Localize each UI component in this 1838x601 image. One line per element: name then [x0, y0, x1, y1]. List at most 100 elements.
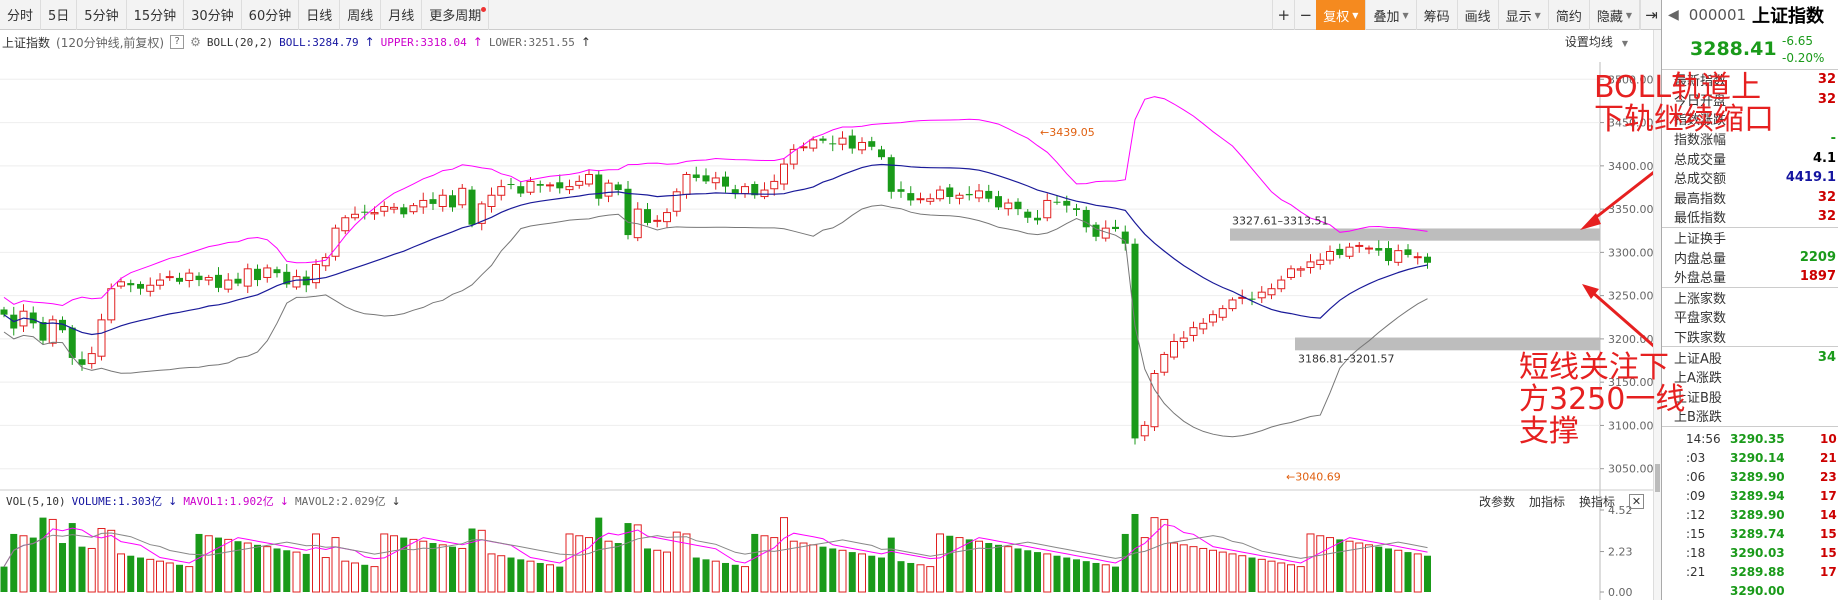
- chart-scrollbar[interactable]: [1653, 30, 1661, 600]
- toolbar-button-1[interactable]: 叠加 ▼: [1366, 0, 1417, 30]
- candle-body-up: [1218, 308, 1227, 318]
- annotation-top-line2: 下轨继续缩口: [1594, 102, 1774, 137]
- volume-bar-down: [1034, 552, 1041, 592]
- volume-bar-up: [341, 560, 350, 593]
- chevron-down-icon: ▼: [1621, 39, 1628, 48]
- kline-chart[interactable]: 3500.00 3450.00 3400.00 3350.00 3300.00 3250.…: [0, 0, 1662, 600]
- period-tab-6[interactable]: 日线: [299, 0, 341, 30]
- candle-body-down: [995, 196, 1002, 208]
- toolbar-button-5[interactable]: 简约: [1549, 0, 1590, 30]
- toolbar-button-4[interactable]: 显示 ▼: [1499, 0, 1549, 30]
- quote-value: 34: [1817, 349, 1836, 365]
- chevron-left-icon[interactable]: ◀: [1668, 7, 1679, 23]
- candle-body-up: [331, 227, 340, 257]
- candle-body-down: [468, 189, 476, 225]
- gear-icon[interactable]: ⚙: [190, 35, 201, 49]
- candle-body-up: [321, 257, 330, 267]
- period-tab-4[interactable]: 30分钟: [184, 0, 242, 30]
- period-tab-7[interactable]: 周线: [340, 0, 382, 30]
- expand-icon[interactable]: ⇥: [1640, 0, 1662, 30]
- volume-bar-up: [760, 535, 769, 593]
- tick-row: :15 3289.74 15: [1662, 525, 1838, 544]
- toolbar-button-label: 隐藏: [1596, 9, 1623, 25]
- candle-body-down: [507, 184, 515, 186]
- volume-bar-up: [243, 542, 252, 593]
- candle-body-down: [1024, 211, 1032, 218]
- candle-body-up: [146, 284, 155, 292]
- volume-bar-up: [1296, 566, 1305, 593]
- zoom-out-icon[interactable]: −: [1294, 0, 1316, 30]
- period-tab-label: 周线: [347, 9, 374, 24]
- candle-body-down: [624, 188, 632, 236]
- volume-bar-up: [916, 564, 925, 593]
- volume-bar-up: [1365, 544, 1373, 593]
- volume-bar-down: [887, 537, 895, 592]
- volume-bar-up: [1277, 562, 1286, 593]
- volume-bar-up: [263, 546, 272, 593]
- candle-body-down: [68, 327, 76, 358]
- candle-body-up: [1199, 322, 1208, 330]
- volume-bar-up: [165, 562, 174, 593]
- period-tab-3[interactable]: 15分钟: [127, 0, 185, 30]
- volume-button-1[interactable]: 加指标: [1528, 494, 1565, 509]
- period-tab-8[interactable]: 月线: [381, 0, 423, 30]
- quote-group-volume: 上证换手 内盘总量 2209 外盘总量 1897: [1662, 228, 1838, 288]
- volume-button-2[interactable]: 换指标: [1578, 494, 1615, 509]
- candle-body-down: [1063, 200, 1071, 206]
- volume-bar-up: [117, 553, 125, 593]
- close-icon[interactable]: ✕: [1629, 493, 1644, 509]
- volume-bar-down: [137, 557, 144, 592]
- volume-bar-up: [87, 547, 96, 593]
- price-axis-label: 3300.00: [1608, 246, 1654, 259]
- quote-row: 平盘家数: [1662, 307, 1838, 327]
- ma-settings-button[interactable]: 设置均线 ▼: [1565, 31, 1634, 53]
- volume-bar-down: [1121, 533, 1129, 592]
- volume-bar-down: [536, 562, 544, 592]
- toolbar-button-label: 复权: [1323, 9, 1350, 25]
- volume-bar-up: [1179, 544, 1188, 593]
- indicator-name[interactable]: BOLL(20,2): [206, 35, 274, 49]
- toolbar-button-0[interactable]: 复权 ▼: [1316, 0, 1367, 30]
- candle-body-up: [380, 206, 389, 212]
- volume-bar-down: [400, 537, 408, 592]
- help-icon[interactable]: ?: [170, 35, 185, 49]
- toolbar-button-6[interactable]: 隐藏 ▼: [1590, 0, 1640, 30]
- period-tab-2[interactable]: 5分钟: [77, 0, 127, 30]
- volume-bar-up: [1326, 537, 1334, 593]
- candle-body-down: [1336, 248, 1344, 255]
- candle-body-down: [819, 138, 827, 141]
- volume-bar-down: [39, 517, 47, 592]
- volume-bar-up: [575, 535, 584, 593]
- volume-bar-up: [1160, 518, 1169, 593]
- toolbar: 分时 5日 5分钟 15分钟 30分钟 60分钟 日线 周线 月线 更多周期 + − 复权 ▼ 叠加 ▼ 筹码画…: [0, 0, 1662, 30]
- candle-body-up: [975, 190, 983, 199]
- volume-bar-up: [1228, 553, 1237, 593]
- toolbar-button-3[interactable]: 画线: [1458, 0, 1499, 30]
- candle-body-up: [955, 194, 964, 199]
- volume-bar-up: [1101, 564, 1110, 593]
- candle-body-down: [614, 184, 622, 191]
- candle-body-down: [78, 359, 86, 365]
- candle-body-down: [1404, 249, 1412, 255]
- period-tab-1[interactable]: 5日: [41, 0, 78, 30]
- candle-body-up: [1394, 250, 1403, 263]
- volume-bar-down: [829, 548, 837, 592]
- period-tab-5[interactable]: 60分钟: [242, 0, 300, 30]
- volume-bar-down: [1082, 561, 1090, 592]
- volume-bar-up: [955, 537, 964, 593]
- volume-bar-up: [741, 566, 749, 593]
- volume-bar-down: [195, 533, 203, 592]
- period-tab-0[interactable]: 分时: [0, 0, 42, 30]
- volume-bar-up: [838, 549, 847, 593]
- candle-body-down: [1248, 298, 1256, 300]
- volume-bar-up: [633, 524, 642, 593]
- toolbar-button-2[interactable]: 筹码: [1417, 0, 1458, 30]
- period-tab-9[interactable]: 更多周期: [422, 0, 490, 30]
- candle-body-down: [283, 271, 291, 285]
- volume-button-0[interactable]: 改参数: [1478, 494, 1515, 509]
- zoom-in-icon[interactable]: +: [1272, 0, 1294, 30]
- candle-body-up: [1306, 261, 1315, 269]
- candle-body-up: [458, 187, 467, 206]
- volume-bar-down: [1073, 559, 1080, 592]
- scroll-handle[interactable]: [1655, 464, 1660, 492]
